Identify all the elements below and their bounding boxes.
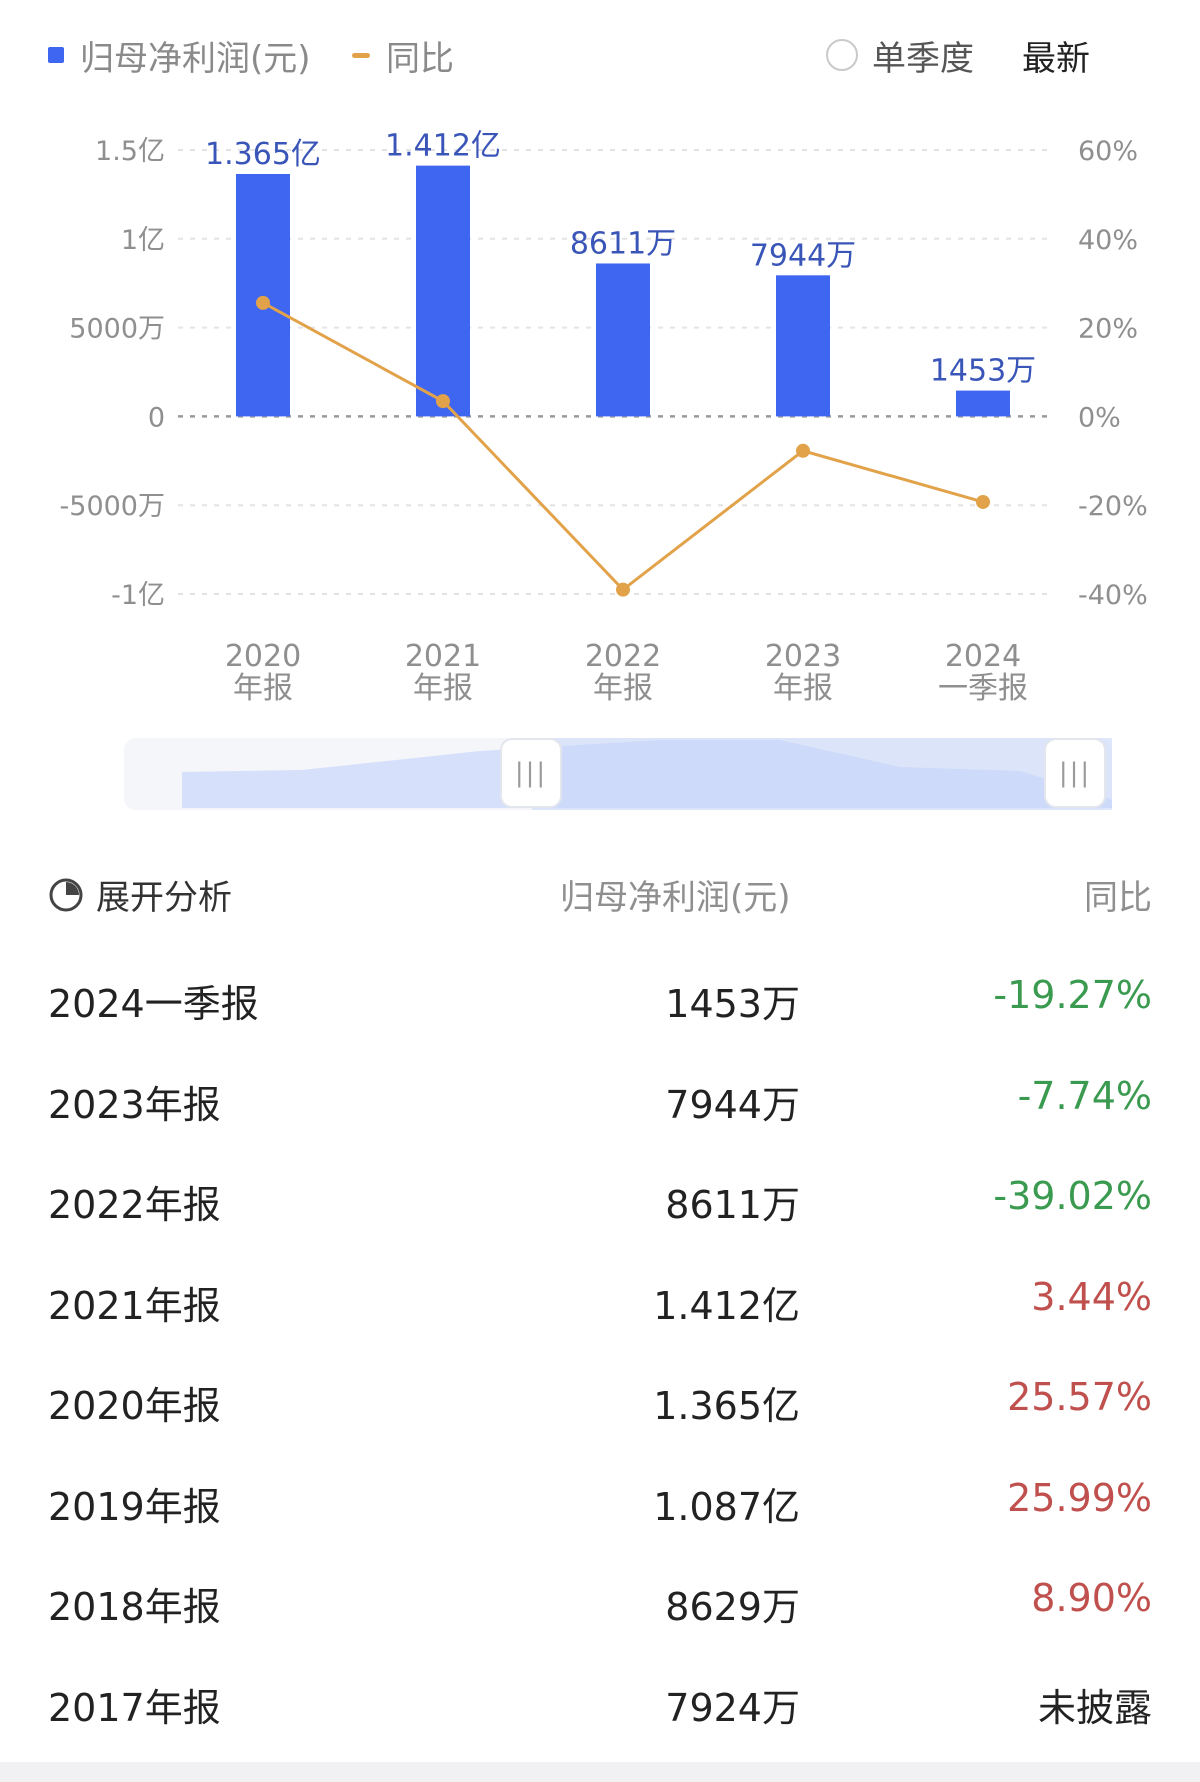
category-label: 年报 <box>233 671 293 706</box>
table-row[interactable]: 2022年报 8611万 -39.02% <box>0 1146 1200 1247</box>
row-yoy: -19.27% <box>993 973 1152 1017</box>
left-tick-label: -5000万 <box>60 491 165 522</box>
right-tick-label: -20% <box>1078 491 1148 522</box>
row-yoy: -39.02% <box>993 1174 1152 1218</box>
latest-button[interactable]: 最新 <box>1022 30 1090 80</box>
left-tick-label: 1亿 <box>121 225 165 256</box>
row-period: 2018年报 <box>48 1585 221 1629</box>
data-table: 2024一季报 1453万 -19.27% 2023年报 7944万 -7.74… <box>0 945 1200 1749</box>
latest-label: 最新 <box>1022 38 1090 79</box>
row-period: 2017年报 <box>48 1685 221 1730</box>
row-yoy: 3.44% <box>1031 1274 1152 1319</box>
yoy-point <box>256 295 270 310</box>
category-label: 年报 <box>593 671 653 706</box>
left-tick-label: 5000万 <box>69 314 165 345</box>
single-quarter-toggle[interactable]: 单季度 <box>826 30 974 80</box>
row-period: 2023年报 <box>48 1082 221 1127</box>
left-tick-label: 0 <box>148 402 165 433</box>
legend-yoy-swatch <box>352 52 370 58</box>
row-yoy: -7.74% <box>1017 1073 1152 1118</box>
row-value: 8611万 <box>665 1183 800 1227</box>
yoy-point <box>436 394 450 409</box>
category-label: 一季报 <box>938 671 1028 706</box>
yoy-point <box>796 443 810 458</box>
chart-legend: 归母净利润(元) 同比 单季度 最新 <box>0 0 1200 110</box>
table-row[interactable]: 2018年报 8629万 8.90% <box>0 1548 1200 1649</box>
right-tick-label: -40% <box>1078 580 1148 611</box>
left-tick-label: -1亿 <box>111 580 165 611</box>
row-yoy: 25.99% <box>1007 1475 1152 1520</box>
bar <box>776 275 830 417</box>
right-tick-label: 0% <box>1078 402 1121 433</box>
bar-data-label: 1.412亿 <box>385 129 501 164</box>
pie-chart-icon[interactable] <box>48 877 84 913</box>
row-value: 1.087亿 <box>653 1484 800 1529</box>
right-tick-label: 40% <box>1078 225 1138 256</box>
row-value: 1453万 <box>665 982 800 1026</box>
legend-profit-label: 归母净利润(元) <box>80 38 311 79</box>
table-row[interactable]: 2017年报 7924万 未披露 <box>0 1649 1200 1750</box>
row-yoy: 8.90% <box>1031 1576 1152 1620</box>
legend-profit-swatch <box>48 47 64 63</box>
category-label: 2021 <box>405 639 481 674</box>
bar <box>236 173 290 417</box>
row-yoy: 未披露 <box>1037 1685 1152 1730</box>
right-tick-label: 20% <box>1078 314 1138 345</box>
table-header: 展开分析 归母净利润(元) 同比 <box>0 860 1200 930</box>
category-label: 2024 <box>945 639 1021 674</box>
category-label: 年报 <box>413 671 473 706</box>
legend-yoy[interactable]: 同比 <box>352 30 454 80</box>
profit-chart: 1.5亿 1亿 5000万 0 -5000万 -1亿 60% 40% 20% 0% -20% -40%… <box>60 129 1148 706</box>
legend-yoy-label: 同比 <box>386 38 454 79</box>
bar-data-label: 8611万 <box>570 226 676 261</box>
expand-analysis-button[interactable]: 展开分析 <box>96 878 232 918</box>
table-row[interactable]: 2023年报 7944万 -7.74% <box>0 1046 1200 1147</box>
table-row[interactable]: 2020年报 1.365亿 25.57% <box>0 1347 1200 1448</box>
row-period: 2022年报 <box>48 1183 221 1227</box>
row-period: 2020年报 <box>48 1384 221 1428</box>
slider-handle-left[interactable]: ||| <box>500 738 562 808</box>
table-row[interactable]: 2024一季报 1453万 -19.27% <box>0 945 1200 1046</box>
row-value: 8629万 <box>665 1585 800 1629</box>
legend-profit[interactable]: 归母净利润(元) <box>48 30 311 80</box>
left-tick-label: 1.5亿 <box>95 136 165 167</box>
bottom-divider <box>0 1762 1200 1782</box>
bar <box>416 165 470 417</box>
single-quarter-label: 单季度 <box>872 38 974 79</box>
row-period: 2021年报 <box>48 1283 221 1328</box>
range-slider[interactable]: ||| ||| <box>124 738 1112 810</box>
bar-data-label: 1.365亿 <box>205 137 321 172</box>
bar-data-label: 1453万 <box>930 354 1036 389</box>
category-label: 2022 <box>585 639 661 674</box>
slider-selection <box>532 738 1112 810</box>
category-label: 2023 <box>765 639 841 674</box>
row-yoy: 25.57% <box>1007 1375 1152 1419</box>
row-value: 7924万 <box>665 1685 800 1730</box>
category-label: 2020 <box>225 639 301 674</box>
header-profit: 归母净利润(元) <box>560 878 791 918</box>
row-period: 2019年报 <box>48 1484 221 1529</box>
yoy-point <box>616 582 630 597</box>
row-value: 1.365亿 <box>653 1384 800 1428</box>
bar-data-label: 7944万 <box>750 238 856 273</box>
row-period: 2024一季报 <box>48 982 259 1026</box>
yoy-point <box>976 494 990 509</box>
category-label: 年报 <box>773 671 833 706</box>
bar <box>956 390 1010 417</box>
header-yoy: 同比 <box>1084 878 1152 918</box>
slider-preview <box>182 738 1112 810</box>
bar <box>596 263 650 417</box>
row-value: 1.412亿 <box>653 1283 800 1328</box>
table-row[interactable]: 2019年报 1.087亿 25.99% <box>0 1448 1200 1549</box>
slider-handle-right[interactable]: ||| <box>1044 738 1106 808</box>
radio-circle-icon[interactable] <box>826 39 858 71</box>
table-row[interactable]: 2021年报 1.412亿 3.44% <box>0 1247 1200 1348</box>
right-tick-label: 60% <box>1078 136 1138 167</box>
row-value: 7944万 <box>665 1082 800 1127</box>
